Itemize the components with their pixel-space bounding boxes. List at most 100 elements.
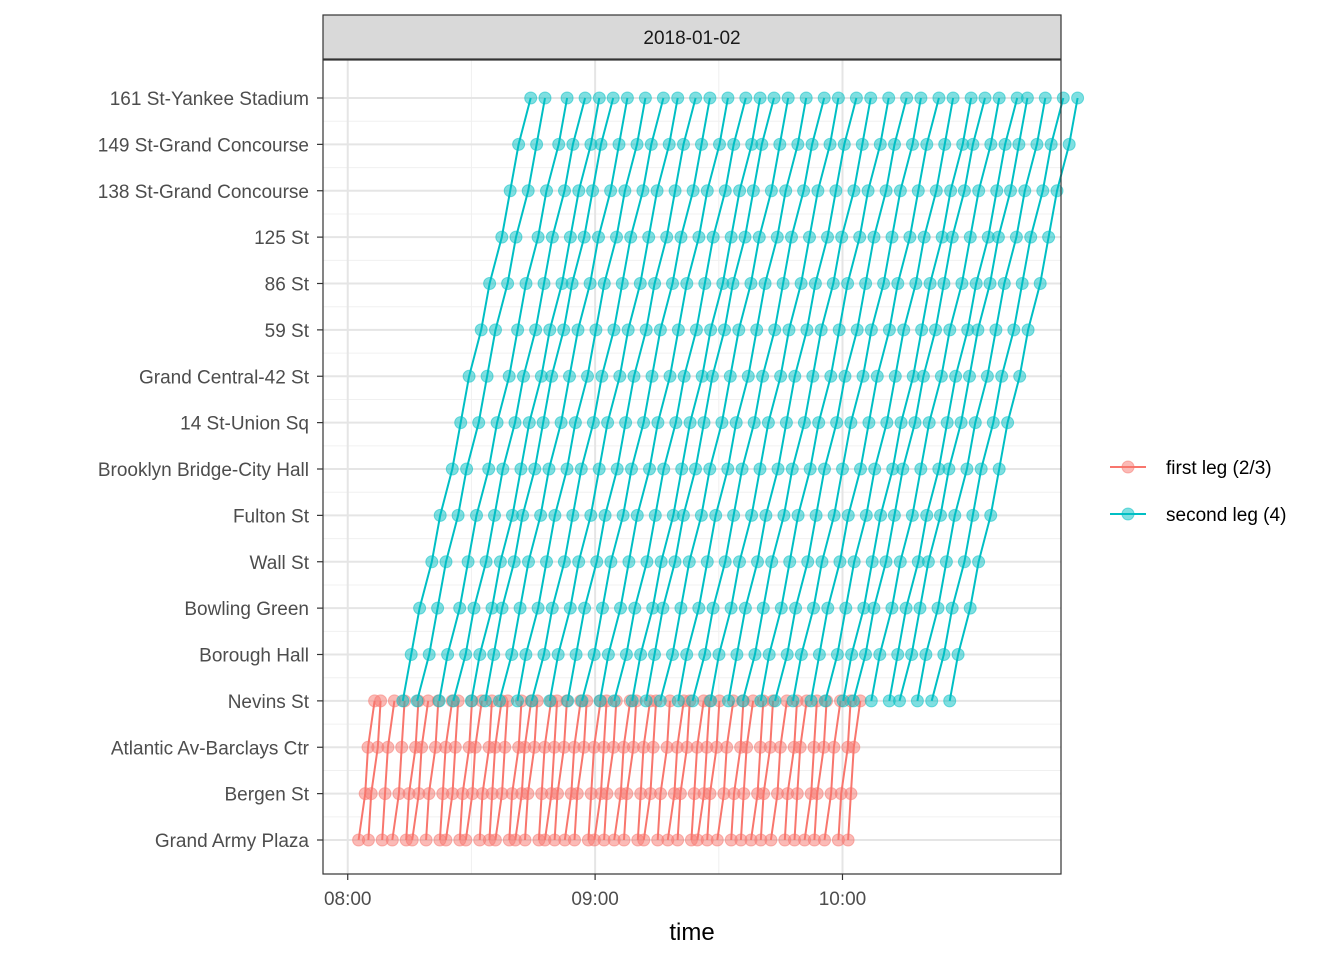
- trip-point: [799, 91, 813, 105]
- trip-point: [604, 555, 618, 569]
- trip-line: [774, 97, 908, 702]
- trip-point: [378, 787, 392, 801]
- y-tick-label: Atlantic Av-Barclays Ctr: [111, 738, 310, 759]
- trip-point: [554, 416, 568, 430]
- trip-point: [721, 462, 735, 476]
- trip-point: [467, 601, 481, 615]
- trip-line: [488, 700, 503, 841]
- trip-point: [1042, 230, 1056, 244]
- trip-point: [522, 555, 535, 569]
- trip-point: [786, 694, 800, 708]
- trip-point: [832, 323, 846, 337]
- trip-line: [759, 700, 774, 841]
- trip-point: [846, 694, 860, 708]
- trip-line: [810, 97, 940, 702]
- trip-line: [677, 97, 808, 702]
- trip-point: [470, 508, 483, 522]
- trip-point: [753, 91, 767, 105]
- trip-point: [627, 369, 641, 383]
- trip-point: [496, 462, 510, 476]
- trip-point: [607, 694, 621, 708]
- trip-point: [864, 694, 878, 708]
- trip-point: [794, 648, 808, 661]
- trip-line: [516, 97, 647, 702]
- trip-point: [633, 277, 647, 290]
- trip-point: [682, 555, 696, 569]
- trip-point: [395, 740, 409, 754]
- trip-point: [724, 601, 738, 615]
- trip-point: [764, 833, 778, 847]
- trip-line: [613, 97, 747, 702]
- trip-point: [751, 555, 764, 569]
- trip-point: [823, 137, 837, 151]
- trip-point: [727, 508, 741, 522]
- trip-point: [865, 555, 879, 569]
- trip-point: [698, 648, 712, 661]
- trip-point: [720, 740, 734, 754]
- trip-point: [425, 555, 439, 569]
- trip-point: [529, 323, 543, 337]
- trip-point: [998, 137, 1012, 151]
- trip-line: [438, 700, 454, 841]
- trip-point: [593, 694, 607, 708]
- trip-point: [847, 555, 861, 569]
- series-first-leg: [352, 694, 867, 847]
- trip-point: [891, 277, 905, 290]
- trip-point: [640, 555, 654, 569]
- trip-point: [617, 833, 631, 847]
- trip-point: [774, 601, 788, 615]
- trip-point: [540, 555, 553, 569]
- trip-point: [578, 601, 592, 615]
- trip-point: [637, 416, 651, 430]
- trip-point: [831, 91, 845, 105]
- trip-point: [948, 508, 962, 522]
- trip-point: [374, 694, 388, 708]
- trip-point: [505, 648, 519, 661]
- trip-point: [782, 323, 796, 337]
- trip-point: [596, 601, 609, 615]
- trip-point: [885, 230, 899, 244]
- trip-point: [587, 648, 601, 661]
- trip-point: [361, 833, 375, 847]
- y-tick-label: Bowling Green: [184, 599, 309, 620]
- trip-point: [835, 230, 849, 244]
- trip-point: [765, 555, 779, 569]
- trip-point: [788, 369, 802, 383]
- trip-point: [730, 648, 744, 661]
- trip-point: [538, 91, 552, 105]
- trip-point: [921, 555, 935, 569]
- trip-point: [1036, 184, 1050, 198]
- trip-line: [898, 97, 1029, 702]
- trip-point: [709, 508, 723, 522]
- trip-point: [666, 648, 679, 661]
- trip-point: [557, 323, 571, 337]
- trip-point: [964, 91, 978, 105]
- trip-point: [660, 230, 674, 244]
- trip-point: [607, 323, 621, 337]
- trip-point: [903, 230, 917, 244]
- trip-point: [785, 230, 798, 244]
- trip-point: [873, 648, 887, 661]
- trip-point: [419, 833, 433, 847]
- trip-line: [553, 700, 568, 841]
- trip-point: [817, 91, 831, 105]
- trip-point: [568, 416, 582, 430]
- trip-point: [648, 508, 662, 522]
- trip-point: [531, 601, 545, 615]
- trip-point: [648, 277, 662, 290]
- trip-point: [968, 416, 982, 430]
- trip-line: [727, 97, 858, 702]
- trip-point: [1009, 230, 1023, 244]
- trip-line: [438, 97, 569, 702]
- trip-point: [781, 91, 795, 105]
- trip-point: [577, 230, 591, 244]
- trip-point: [704, 694, 718, 708]
- trip-point: [934, 369, 948, 383]
- trip-point: [1033, 277, 1047, 290]
- trip-point: [653, 323, 667, 337]
- trip-line: [824, 97, 955, 702]
- trip-point: [563, 601, 577, 615]
- trip-point: [668, 184, 682, 198]
- trip-line: [581, 97, 711, 702]
- trip-point: [920, 508, 934, 522]
